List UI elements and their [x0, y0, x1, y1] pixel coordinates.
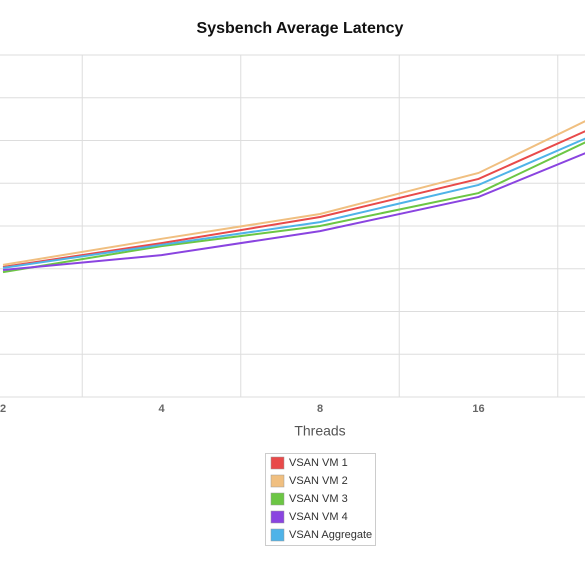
legend-label: VSAN VM 4 — [289, 511, 348, 523]
chart-title: Sysbench Average Latency — [197, 20, 404, 37]
legend-swatch — [270, 474, 285, 488]
x-tick-label: 16 — [472, 403, 484, 415]
series-line — [2, 130, 585, 269]
x-tick-label: 8 — [317, 403, 323, 415]
legend-label: VSAN VM 2 — [289, 475, 348, 487]
series-line — [2, 120, 585, 266]
series-line — [2, 141, 585, 274]
x-axis-label: Threads — [294, 423, 345, 439]
legend-swatch — [270, 528, 285, 542]
series-line — [2, 137, 585, 269]
x-tick-label: 2 — [0, 403, 6, 415]
legend-swatch — [270, 510, 285, 524]
legend-label: VSAN VM 1 — [289, 457, 348, 469]
legend-label: VSAN Aggregate — [289, 529, 372, 541]
legend-swatch — [270, 456, 285, 470]
plot-area — [2, 120, 585, 274]
legend-swatch — [270, 492, 285, 506]
x-tick-label: 4 — [158, 403, 165, 415]
legend-label: VSAN VM 3 — [289, 493, 348, 505]
series-line — [2, 152, 585, 272]
